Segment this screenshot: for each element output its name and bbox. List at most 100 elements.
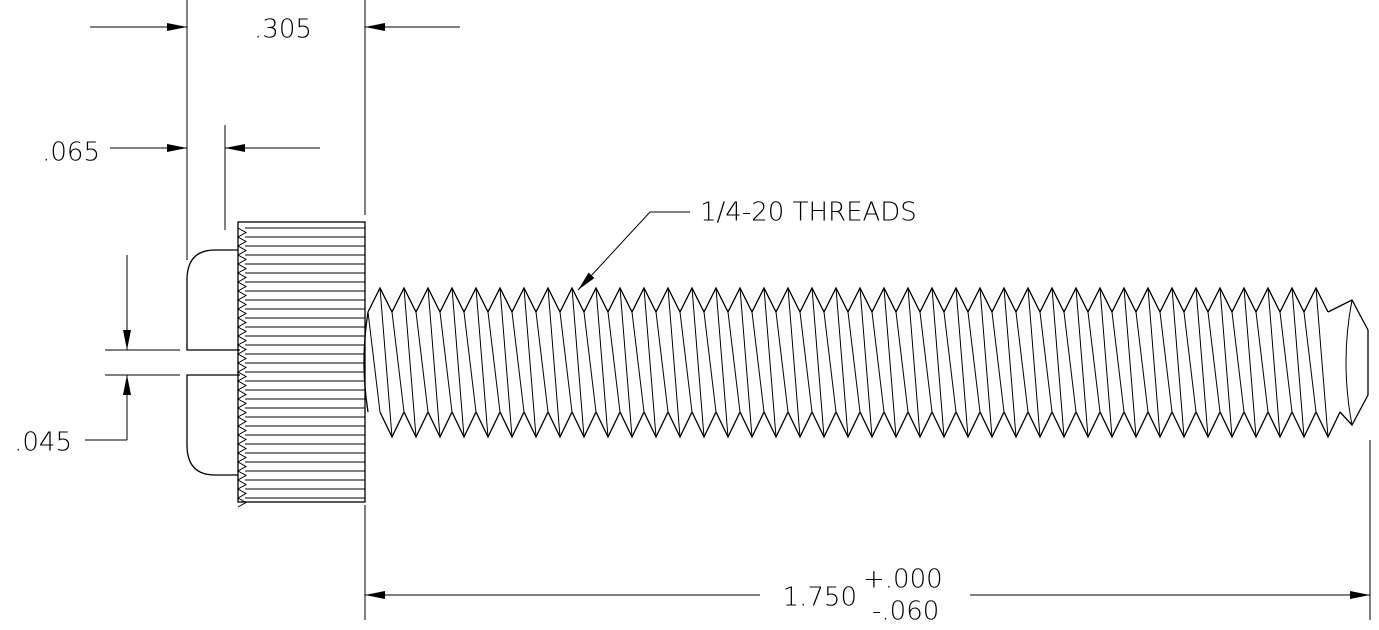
helix: [475, 287, 489, 438]
helix: [571, 287, 585, 438]
helix: [511, 311, 525, 413]
helix: [739, 287, 753, 438]
helix: [619, 287, 633, 438]
helix: [451, 287, 465, 438]
helix: [1171, 287, 1185, 438]
helix: [1099, 287, 1113, 438]
helix: [535, 311, 549, 413]
helix: [667, 287, 681, 438]
helix: [1063, 311, 1077, 413]
helix: [631, 311, 645, 413]
helix: [1075, 287, 1089, 438]
helix: [1279, 311, 1293, 413]
helix: [1207, 311, 1221, 413]
shank-start: [363, 311, 369, 413]
helix: [1027, 287, 1041, 438]
helix: [1087, 311, 1101, 413]
helix: [943, 311, 957, 413]
helix: [823, 311, 837, 413]
helix: [751, 311, 765, 413]
helix: [367, 311, 381, 413]
helix: [931, 287, 945, 438]
knurl: [236, 227, 365, 508]
helix: [427, 287, 441, 438]
helix: [703, 311, 717, 413]
helix: [907, 287, 921, 438]
helix: [463, 311, 477, 413]
screw-head: [186, 221, 366, 503]
helix: [655, 311, 669, 413]
helix: [1291, 287, 1305, 438]
helix: [487, 311, 501, 413]
helix: [991, 311, 1005, 413]
helix: [871, 311, 885, 413]
helix: [523, 287, 537, 438]
dimension-head: .305: [90, 0, 460, 260]
helix: [787, 287, 801, 438]
helix: [1015, 311, 1029, 413]
helix: [691, 287, 705, 438]
helix: [847, 311, 861, 413]
dim-label: .065: [42, 138, 100, 168]
helix: [607, 311, 621, 413]
helix: [727, 311, 741, 413]
helix: [1003, 287, 1017, 438]
helix: [955, 287, 969, 438]
helix: [1315, 287, 1329, 438]
helix: [1243, 287, 1257, 438]
thread-bottom: [379, 410, 1341, 439]
helix: [559, 311, 573, 413]
helix: [1111, 311, 1125, 413]
helix: [1219, 287, 1233, 438]
length-nominal: 1.750: [783, 583, 857, 613]
helix: [1123, 287, 1137, 438]
helix: [547, 287, 561, 438]
callout-label: 1/4-20 THREADS: [700, 198, 917, 228]
chamfer: [1327, 299, 1369, 427]
helix: [439, 311, 453, 413]
length-plus: +.000: [863, 565, 943, 595]
helix: [379, 287, 393, 438]
knurl-edge: [236, 227, 248, 508]
dimension-length: 1.750 +.000 -.060: [364, 440, 1371, 627]
helix: [1159, 311, 1173, 413]
dimension-dome: .065: [42, 125, 320, 230]
helix: [919, 311, 933, 413]
helix: [1147, 287, 1161, 438]
helix: [967, 311, 981, 413]
dim-label: .045: [14, 428, 72, 458]
helix: [1051, 287, 1065, 438]
helix: [1267, 287, 1281, 438]
helix: [595, 287, 609, 438]
helix: [835, 287, 849, 438]
helix: [643, 287, 657, 438]
thread: [363, 286, 1369, 439]
helix: [1135, 311, 1149, 413]
helix: [895, 311, 909, 413]
helix: [1195, 287, 1209, 438]
helix: [799, 311, 813, 413]
helix: [679, 311, 693, 413]
helix: [775, 311, 789, 413]
helix: [391, 311, 405, 413]
helix: [1039, 311, 1053, 413]
thread-top: [367, 286, 1329, 314]
helix: [415, 311, 429, 413]
helix: [1255, 311, 1269, 413]
dim-label: .305: [254, 15, 312, 45]
helix: [1303, 311, 1317, 413]
helix: [583, 311, 597, 413]
helix: [1231, 311, 1245, 413]
helix: [1183, 311, 1197, 413]
helix: [979, 287, 993, 438]
length-minus: -.060: [872, 597, 939, 627]
helix: [403, 287, 417, 438]
helix: [811, 287, 825, 438]
dimension-slot: .045: [14, 255, 180, 458]
helix: [715, 287, 729, 438]
helix: [859, 287, 873, 438]
helix: [883, 287, 897, 438]
tip: [1345, 299, 1353, 426]
helix: [763, 287, 777, 438]
